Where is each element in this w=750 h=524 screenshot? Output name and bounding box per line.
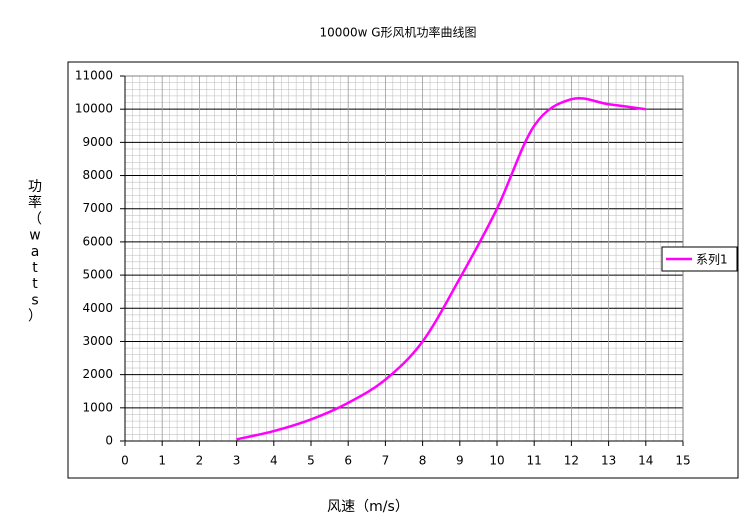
x-tick-label: 13: [601, 454, 616, 468]
x-tick-label: 4: [270, 454, 278, 468]
y-tick-label: 7000: [82, 201, 113, 215]
chart-title: 10000w G形风机功率曲线图: [319, 25, 476, 40]
x-tick-label: 14: [638, 454, 653, 468]
legend-box: [661, 246, 738, 272]
x-tick-label: 7: [382, 454, 390, 468]
x-axis-label: 风速（m/s）: [327, 499, 409, 515]
plot-area: [125, 76, 683, 441]
y-tick-label: 5000: [82, 268, 113, 282]
x-tick-label: 1: [158, 454, 166, 468]
x-tick-label: 5: [307, 454, 315, 468]
y-tick-label: 2000: [82, 367, 113, 381]
x-tick-label: 15: [675, 454, 690, 468]
y-tick-label: 4000: [82, 301, 113, 315]
x-tick-label: 9: [456, 454, 464, 468]
y-axis-label: 功率（ w a t t s）: [28, 179, 42, 325]
x-tick-label: 2: [196, 454, 204, 468]
legend-label: 系列1: [696, 253, 728, 267]
y-tick-label: 10000: [75, 102, 113, 116]
x-tick-label: 11: [527, 454, 542, 468]
y-tick-label: 11000: [75, 69, 113, 83]
y-tick-label: 3000: [82, 334, 113, 348]
x-tick-label: 6: [344, 454, 352, 468]
y-tick-label: 1000: [82, 400, 113, 414]
y-tick-label: 6000: [82, 234, 113, 248]
chart-frame: [67, 61, 739, 479]
y-tick-label: 8000: [82, 168, 113, 182]
x-tick-label: 10: [489, 454, 504, 468]
x-tick-label: 0: [121, 454, 129, 468]
x-tick-label: 8: [419, 454, 427, 468]
x-tick-label: 3: [233, 454, 241, 468]
x-tick-label: 12: [564, 454, 579, 468]
series-line: [236, 97, 646, 441]
y-tick-label: 9000: [82, 135, 113, 149]
y-tick-label: 0: [105, 434, 113, 448]
